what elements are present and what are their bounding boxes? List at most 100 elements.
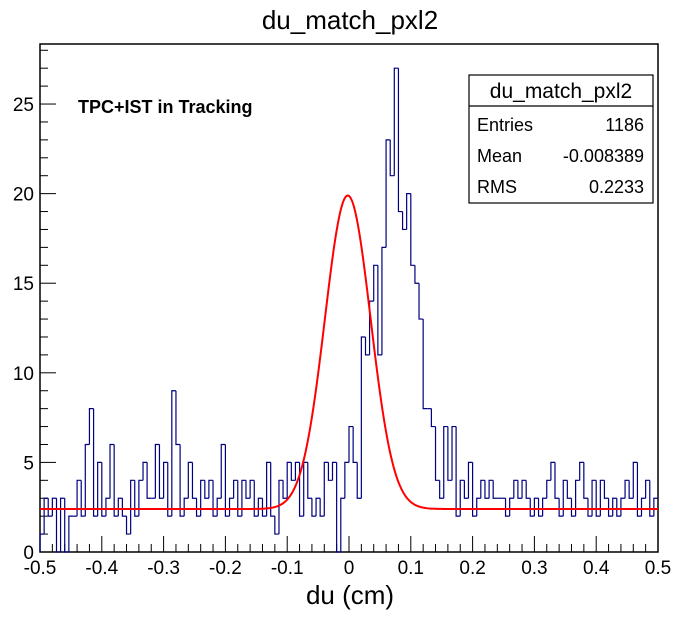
histogram-bin	[529, 498, 535, 517]
histogram-bin	[364, 336, 370, 356]
histogram-bin	[130, 479, 135, 535]
histogram-bin	[368, 300, 374, 355]
histogram-bin	[76, 479, 82, 517]
histogram-bin	[595, 480, 601, 517]
histogram-bin	[241, 479, 247, 517]
histogram-bin	[191, 462, 197, 499]
histogram-bin	[286, 461, 292, 499]
stats-mean-value: -0.008389	[563, 146, 644, 166]
histogram-bin	[212, 480, 218, 517]
x-tick-label: -0.4	[85, 558, 118, 579]
histogram-bin	[290, 462, 296, 481]
histogram-bin	[377, 265, 383, 356]
histogram-bin	[616, 498, 621, 517]
x-tick-label: 0	[344, 558, 355, 579]
histogram-bin	[628, 480, 634, 499]
histogram-bin	[105, 497, 111, 517]
x-tick-label: 0.2	[459, 558, 485, 579]
fit-curve-layer	[40, 194, 658, 510]
y-tick-label: 25	[13, 95, 34, 116]
histogram-bin	[331, 461, 337, 481]
x-tick-label: -0.5	[24, 558, 57, 579]
histogram-bin	[575, 479, 580, 517]
histogram-bin	[360, 336, 366, 499]
histogram-bin	[101, 462, 106, 517]
histogram-bin	[249, 479, 255, 499]
histogram-bin	[282, 480, 288, 499]
histogram-bin	[463, 480, 469, 499]
fit-curve	[40, 194, 658, 510]
histogram-bin	[439, 480, 444, 499]
histogram-bin	[179, 444, 185, 517]
histogram-bin	[97, 461, 102, 517]
x-tick-label: 0.5	[645, 558, 671, 579]
histogram-bin	[381, 246, 387, 355]
histogram-bin	[612, 497, 617, 517]
histogram-bin	[245, 480, 251, 499]
histogram-bin	[640, 497, 646, 517]
histogram-bin	[447, 426, 453, 481]
histogram-bin	[542, 497, 547, 517]
x-axis-label: du (cm)	[306, 580, 394, 610]
histogram-bin	[59, 497, 65, 552]
histogram-bin	[125, 516, 131, 535]
histogram-bin	[591, 479, 597, 517]
histogram-bin	[603, 480, 609, 499]
histogram-bin	[517, 480, 523, 499]
histogram-bin	[187, 461, 193, 499]
stats-box: du_match_pxl2 Entries 1186 Mean -0.00838…	[468, 74, 654, 204]
histogram-bin	[607, 498, 613, 517]
histogram-bin	[266, 461, 271, 517]
histogram-bin	[208, 479, 214, 499]
histogram-bin	[525, 480, 531, 499]
x-tick-label: 0.4	[583, 558, 610, 579]
histogram-bin	[204, 480, 209, 499]
histogram-bin	[521, 479, 527, 499]
stats-rms-label: RMS	[477, 177, 517, 197]
histogram-bin	[401, 211, 407, 231]
histogram-bin	[47, 498, 53, 517]
histogram-bin	[200, 479, 205, 517]
histogram-bin	[183, 497, 189, 517]
histogram-bin	[558, 498, 564, 517]
histogram-bin	[599, 479, 605, 517]
histogram-bin	[488, 479, 494, 499]
histogram-bin	[632, 461, 638, 499]
y-tick-label: 10	[13, 364, 34, 385]
stats-entries-value: 1186	[605, 115, 644, 135]
histogram-bin	[546, 479, 551, 499]
histogram-bars	[39, 67, 658, 553]
histogram-bin	[294, 461, 300, 481]
histogram-bin	[418, 283, 424, 320]
x-tick-label: 0.3	[521, 558, 547, 579]
stats-box-title: du_match_pxl2	[490, 80, 632, 103]
histogram-bin	[397, 68, 403, 213]
stats-box-frame	[468, 74, 654, 204]
histogram-bin	[216, 497, 222, 517]
histogram-bin	[319, 498, 325, 517]
x-tick-label: 0.1	[398, 558, 424, 579]
chart-title: du_match_pxl2	[262, 5, 438, 35]
x-tick-label: -0.3	[147, 558, 180, 579]
histogram-bin	[224, 444, 230, 517]
histogram-bin	[220, 443, 226, 499]
histogram-bin	[298, 462, 304, 517]
y-tick-label: 20	[13, 185, 34, 206]
histogram-bin	[327, 462, 333, 481]
histogram-bin	[237, 480, 242, 517]
histogram-bin	[146, 462, 152, 499]
histogram-bin	[228, 497, 234, 517]
histogram-bin	[84, 443, 90, 517]
histogram-bin	[117, 497, 123, 517]
histogram-bin	[414, 265, 420, 284]
histogram-bin	[39, 533, 45, 552]
histogram-bin	[261, 498, 267, 517]
histogram-bin	[566, 480, 572, 499]
histogram-bin	[154, 443, 160, 499]
histogram-bin	[134, 480, 139, 517]
histogram-bin	[233, 479, 238, 499]
histogram-bin	[533, 497, 539, 517]
y-tick-label: 0	[23, 543, 34, 564]
histogram-bin	[138, 479, 144, 517]
